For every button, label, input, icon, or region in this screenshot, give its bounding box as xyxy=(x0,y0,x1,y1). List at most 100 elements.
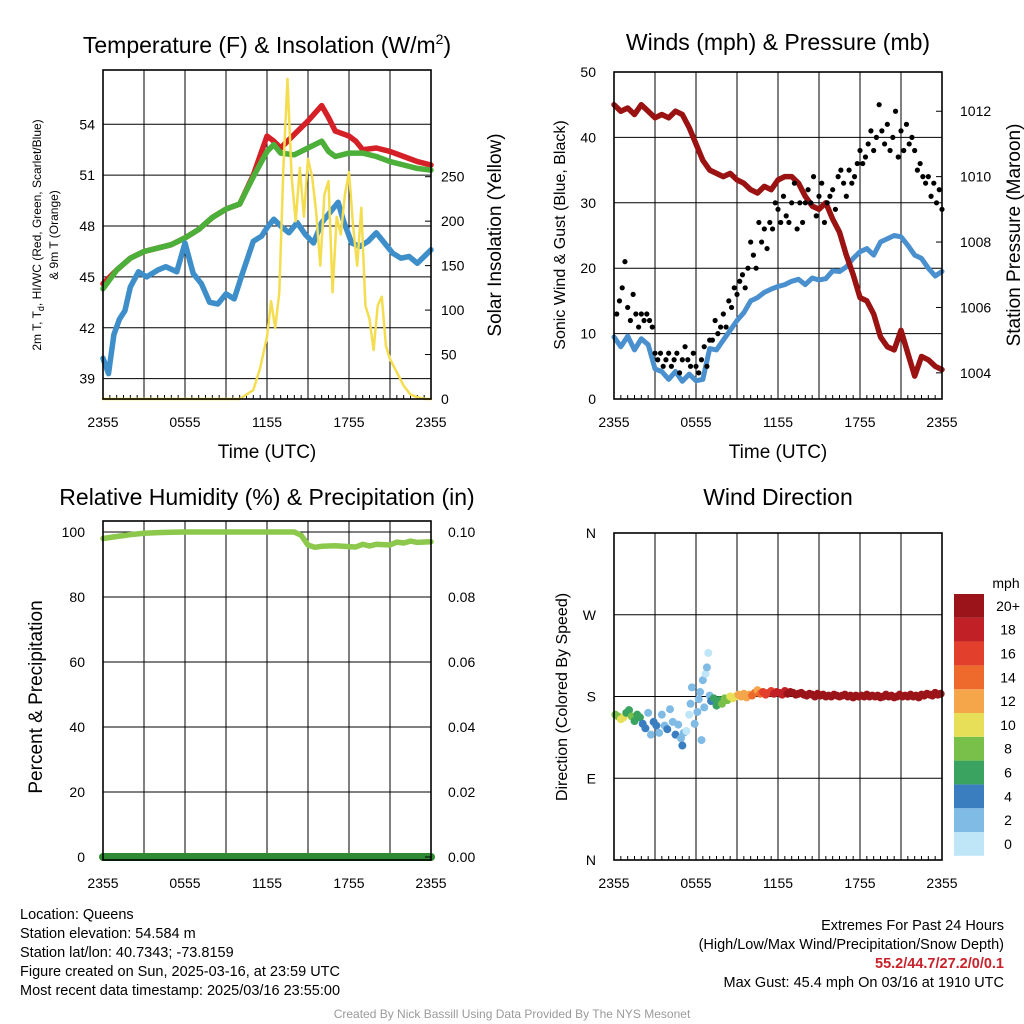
y-right-tick-label: 0.02 xyxy=(448,784,475,800)
y-tick-label: W xyxy=(583,607,597,623)
x-tick-label: 0555 xyxy=(169,875,200,891)
y-right-tick-label: 0.06 xyxy=(448,654,475,670)
colorbar-swatch xyxy=(954,760,984,785)
direction-point xyxy=(635,713,644,722)
y-tick-label: 60 xyxy=(69,654,85,670)
y-tick-label: 30 xyxy=(580,195,596,211)
y-right-axis-label: Station Pressure (Maroon) xyxy=(1004,124,1024,347)
y-tick-label: 20 xyxy=(580,260,596,276)
y-tick-label: 50 xyxy=(580,64,596,80)
gust-point xyxy=(841,180,847,186)
gust-point xyxy=(903,121,910,127)
colorbar-swatch xyxy=(954,617,984,642)
x-tick-label: 2355 xyxy=(598,875,629,891)
direction-point xyxy=(682,727,691,736)
gust-point xyxy=(892,108,899,114)
x-tick-label: 1155 xyxy=(252,875,282,891)
x-tick-label: 1755 xyxy=(333,414,364,430)
gust-point xyxy=(854,160,860,167)
plot-border xyxy=(102,520,432,861)
gust-point xyxy=(739,272,746,278)
gust-point xyxy=(816,193,822,199)
colorbar: mph 0 2 4 6 8 10 12 14 16 18 20+ xyxy=(954,575,1020,856)
y-tick-label: 20 xyxy=(69,784,85,800)
max-gust-text: Max Gust: 45.4 mph On 03/16 at 1910 UTC xyxy=(723,975,1004,991)
colorbar-label: 10 xyxy=(1000,717,1016,733)
gust-point xyxy=(723,324,729,330)
gust-point xyxy=(901,147,907,154)
y-tick-label: N xyxy=(586,852,596,868)
extremes-title: Extremes For Past 24 Hours xyxy=(821,918,1004,934)
colorbar-swatch xyxy=(954,808,984,832)
y-tick-label: 45 xyxy=(79,269,95,285)
gust-point xyxy=(791,180,798,186)
gust-point xyxy=(737,278,743,284)
y-tick-label: 40 xyxy=(580,129,596,145)
direction-point xyxy=(685,710,694,719)
gust-point xyxy=(745,265,751,271)
x-tick-label: 0555 xyxy=(680,414,711,430)
y-right-tick-label: 150 xyxy=(441,258,465,274)
gust-point xyxy=(928,193,934,199)
gust-point xyxy=(800,219,806,226)
gust-point xyxy=(931,180,937,186)
gust-point xyxy=(914,167,921,173)
gust-point xyxy=(638,311,644,317)
y-tick-label: 42 xyxy=(79,320,95,336)
gust-point xyxy=(671,357,677,363)
direction-point xyxy=(687,683,696,692)
gust-point xyxy=(898,128,904,134)
colorbar-label: 8 xyxy=(1004,741,1012,757)
direction-point xyxy=(641,724,650,733)
gust-point xyxy=(846,167,852,173)
gust-point xyxy=(805,187,811,193)
gust-point xyxy=(698,357,705,363)
y-tick-label: 0 xyxy=(588,391,596,407)
extremes-info: Extremes For Past 24 Hours (High/Low/Max… xyxy=(699,917,1004,993)
gust-point xyxy=(649,324,655,330)
gust-point xyxy=(767,219,773,226)
x-tick-label: 0555 xyxy=(169,414,200,430)
gust-point xyxy=(668,363,675,369)
y-right-tick-label: 1012 xyxy=(960,103,991,119)
gust-point xyxy=(696,370,702,376)
direction-point xyxy=(652,721,661,730)
y-tick-label: 40 xyxy=(69,719,85,735)
gust-point xyxy=(772,200,778,206)
location-text: Location: Queens xyxy=(20,907,134,923)
chart-title: Temperature (F) & Insolation (W/m2) xyxy=(83,31,451,58)
colorbar-label: 18 xyxy=(1000,622,1016,638)
gust-point xyxy=(783,213,789,219)
y-right-tick-label: 50 xyxy=(441,347,457,363)
gust-point xyxy=(627,317,634,324)
gust-point xyxy=(652,350,658,356)
x-tick-label: 2355 xyxy=(926,875,957,891)
gust-point xyxy=(660,363,666,369)
gust-point xyxy=(759,239,765,245)
title-superscript: 2 xyxy=(436,31,444,47)
direction-point xyxy=(702,663,711,672)
gust-point xyxy=(824,200,830,206)
gust-point xyxy=(860,160,866,167)
direction-point xyxy=(674,720,683,729)
gust-point xyxy=(895,154,901,160)
y-right-tick-label: 1008 xyxy=(960,234,991,250)
y-right-tick-label: 1004 xyxy=(960,365,991,381)
series-line-2 xyxy=(611,101,945,379)
gust-point xyxy=(690,350,696,356)
gust-point xyxy=(780,193,787,199)
recent-data-text: Most recent data timestamp: 2025/03/16 2… xyxy=(20,983,341,999)
direction-point xyxy=(625,706,634,715)
y-axis-label: Direction (Colored By Speed) xyxy=(554,593,571,801)
x-tick-label: 1755 xyxy=(333,875,364,891)
gust-point xyxy=(625,304,631,311)
gust-point xyxy=(614,311,620,317)
title-end: ) xyxy=(443,32,451,58)
y-right-tick-label: 1006 xyxy=(960,299,991,315)
colorbar-label: 14 xyxy=(1000,669,1016,685)
gust-point xyxy=(720,311,726,317)
gust-point xyxy=(797,200,803,206)
colorbar-label: 4 xyxy=(1004,788,1012,804)
direction-point xyxy=(697,736,706,745)
